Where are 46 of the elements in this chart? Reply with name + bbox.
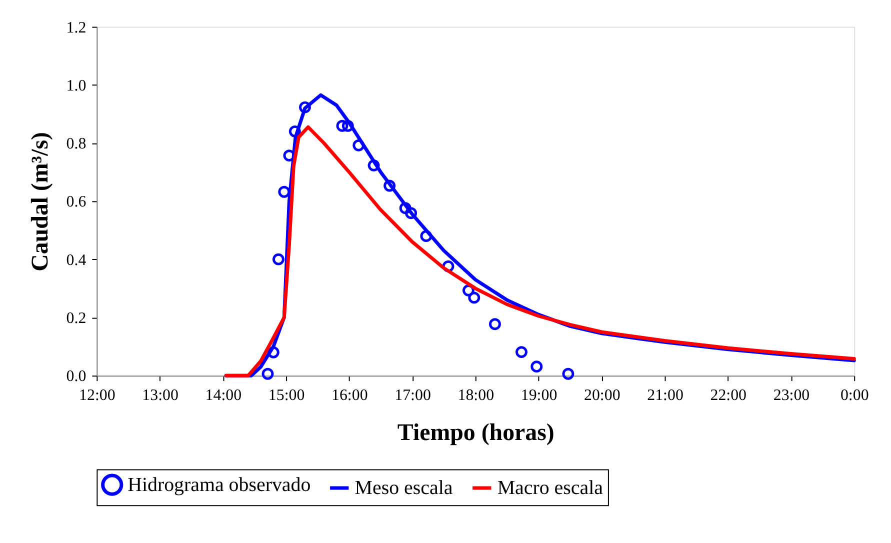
point [368, 159, 380, 172]
x-axis-title: Tiempo (horas) [397, 420, 554, 446]
point [299, 101, 311, 114]
legend-label: Hidrograma observado [128, 474, 311, 496]
legend-label: Macro escala [497, 476, 604, 499]
point [272, 253, 284, 266]
legend-label: Meso escala [354, 476, 453, 499]
point [530, 360, 543, 373]
point [468, 292, 480, 304]
x-tick-label: 19:00 [520, 387, 558, 404]
y-tick-label: 0.4 [66, 252, 86, 269]
y-tick-label: 0.6 [66, 194, 86, 211]
point [336, 120, 348, 132]
x-tick-label: 17:00 [394, 387, 431, 404]
x-tick-label: 14:00 [205, 387, 242, 404]
y-tick-label: 0.2 [66, 310, 86, 327]
x-tick-label: 0:00 [840, 387, 869, 404]
point [405, 207, 417, 220]
y-axis-title: Caudal (m³/s) [27, 132, 54, 272]
point [342, 120, 354, 132]
x-tick-label: 18:00 [458, 387, 494, 404]
point [488, 318, 501, 330]
x-tick-label: 16:00 [332, 387, 368, 404]
x-tick-label: 12:00 [79, 387, 116, 404]
point [442, 260, 454, 272]
point [516, 346, 528, 358]
point [352, 139, 365, 152]
x-tick-label: 20:00 [584, 387, 620, 404]
x-tick-label: 13:00 [142, 387, 178, 404]
x-tick-label: 23:00 [773, 387, 810, 404]
point [288, 125, 301, 138]
x-tick-label: 22:00 [710, 387, 747, 404]
y-tick-label: 0.0 [66, 368, 86, 386]
point [278, 186, 290, 198]
y-tick-label: 1.2 [66, 19, 86, 36]
point [462, 284, 474, 296]
point [384, 180, 396, 192]
point [262, 368, 274, 380]
x-tick-label: 15:00 [268, 387, 305, 404]
point [562, 368, 574, 380]
y-tick-label: 0.8 [66, 136, 86, 153]
point [399, 202, 412, 214]
point [420, 230, 432, 242]
point [267, 346, 280, 358]
x-tick-label: 21:00 [647, 387, 684, 404]
y-tick-label: 1.0 [66, 77, 86, 94]
